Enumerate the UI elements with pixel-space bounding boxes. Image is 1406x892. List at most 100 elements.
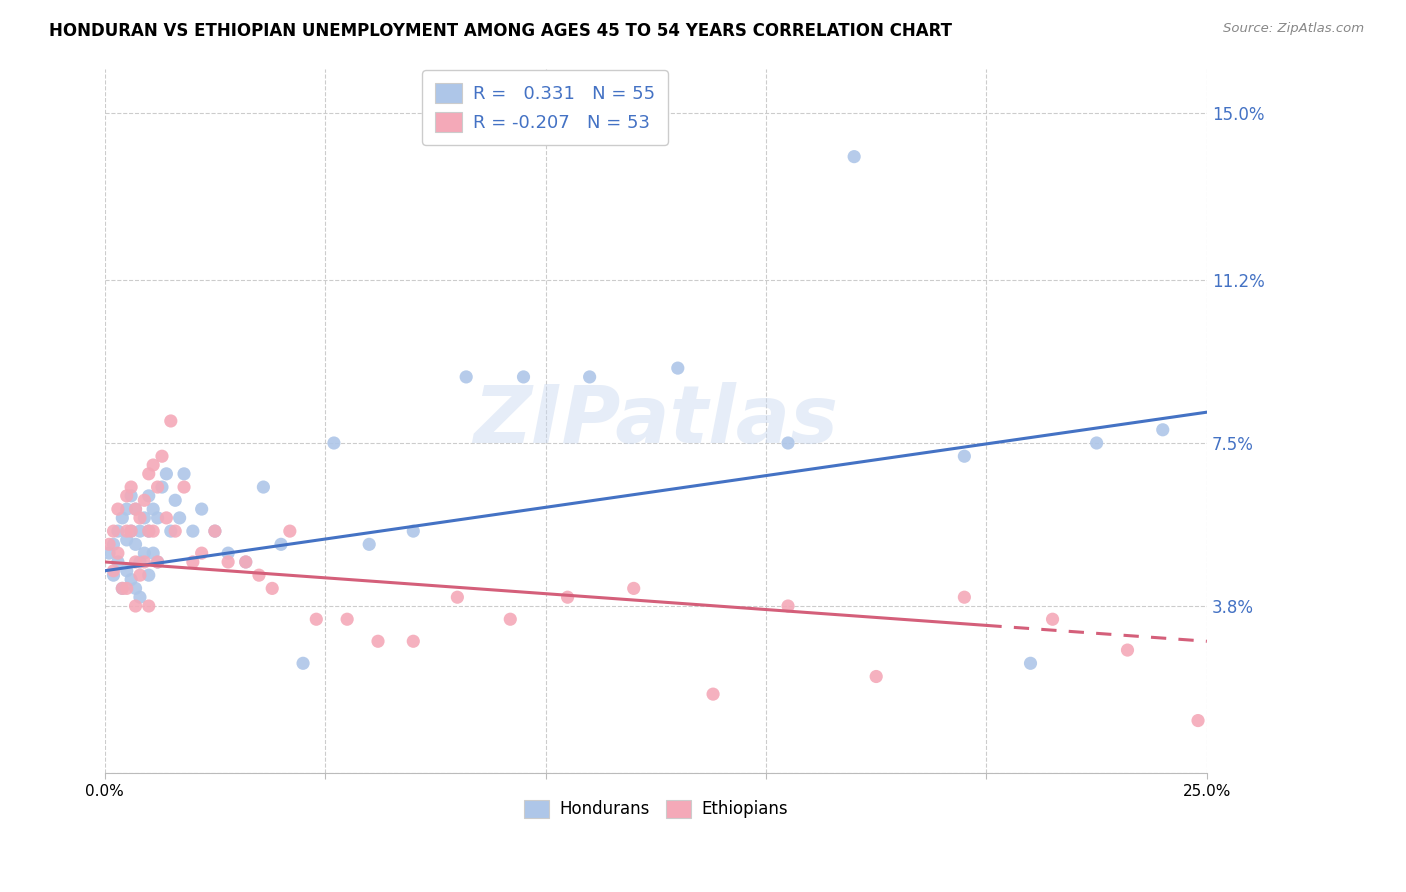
Point: [146, 511, 169, 525]
Point: [165, 493, 187, 508]
Point: [953, 591, 976, 605]
Point: [165, 524, 187, 538]
Point: [146, 555, 169, 569]
Point: [107, 524, 129, 538]
Point: [107, 502, 129, 516]
Legend: Hondurans, Ethiopians: Hondurans, Ethiopians: [517, 793, 794, 825]
Point: [217, 555, 239, 569]
Text: Source: ZipAtlas.com: Source: ZipAtlas.com: [1223, 22, 1364, 36]
Text: ZIPatlas: ZIPatlas: [474, 382, 838, 460]
Point: [1116, 643, 1139, 657]
Point: [142, 524, 165, 538]
Point: [150, 480, 173, 494]
Point: [204, 524, 226, 538]
Point: [138, 489, 160, 503]
Point: [124, 599, 146, 613]
Point: [150, 449, 173, 463]
Point: [217, 546, 239, 560]
Point: [204, 524, 226, 538]
Point: [456, 370, 478, 384]
Point: [129, 591, 152, 605]
Point: [107, 546, 129, 560]
Point: [1042, 612, 1064, 626]
Point: [252, 480, 274, 494]
Point: [146, 555, 169, 569]
Point: [323, 436, 346, 450]
Point: [138, 467, 160, 481]
Text: HONDURAN VS ETHIOPIAN UNEMPLOYMENT AMONG AGES 45 TO 54 YEARS CORRELATION CHART: HONDURAN VS ETHIOPIAN UNEMPLOYMENT AMONG…: [49, 22, 952, 40]
Point: [578, 370, 600, 384]
Point: [115, 489, 138, 503]
Point: [776, 436, 799, 450]
Point: [103, 524, 125, 538]
Point: [305, 612, 328, 626]
Point: [120, 573, 142, 587]
Point: [103, 568, 125, 582]
Point: [142, 458, 165, 472]
Point: [138, 568, 160, 582]
Point: [155, 467, 177, 481]
Point: [666, 361, 689, 376]
Point: [336, 612, 359, 626]
Point: [557, 591, 579, 605]
Point: [146, 480, 169, 494]
Point: [190, 502, 212, 516]
Point: [138, 524, 160, 538]
Point: [262, 582, 284, 596]
Point: [120, 480, 142, 494]
Point: [278, 524, 301, 538]
Point: [120, 524, 142, 538]
Point: [159, 524, 181, 538]
Point: [124, 502, 146, 516]
Point: [103, 564, 125, 578]
Point: [235, 555, 257, 569]
Point: [103, 537, 125, 551]
Point: [247, 568, 270, 582]
Point: [115, 533, 138, 547]
Point: [173, 480, 195, 494]
Point: [292, 657, 315, 671]
Point: [844, 150, 866, 164]
Point: [138, 524, 160, 538]
Point: [134, 493, 156, 508]
Point: [129, 568, 152, 582]
Point: [129, 555, 152, 569]
Point: [111, 582, 134, 596]
Point: [181, 524, 204, 538]
Point: [359, 537, 381, 551]
Point: [1152, 423, 1174, 437]
Point: [190, 546, 212, 560]
Point: [142, 546, 165, 560]
Point: [134, 546, 156, 560]
Point: [134, 511, 156, 525]
Point: [115, 524, 138, 538]
Point: [142, 502, 165, 516]
Point: [115, 502, 138, 516]
Point: [367, 634, 389, 648]
Point: [446, 591, 468, 605]
Point: [98, 546, 121, 560]
Point: [129, 511, 152, 525]
Point: [953, 449, 976, 463]
Point: [181, 555, 204, 569]
Point: [499, 612, 522, 626]
Point: [120, 524, 142, 538]
Point: [155, 511, 177, 525]
Point: [235, 555, 257, 569]
Point: [111, 582, 134, 596]
Point: [1085, 436, 1108, 450]
Point: [120, 489, 142, 503]
Point: [1019, 657, 1042, 671]
Point: [402, 634, 425, 648]
Point: [702, 687, 724, 701]
Point: [402, 524, 425, 538]
Point: [115, 564, 138, 578]
Point: [138, 599, 160, 613]
Point: [124, 582, 146, 596]
Point: [98, 537, 121, 551]
Point: [1187, 714, 1209, 728]
Point: [623, 582, 645, 596]
Point: [159, 414, 181, 428]
Point: [270, 537, 292, 551]
Point: [134, 555, 156, 569]
